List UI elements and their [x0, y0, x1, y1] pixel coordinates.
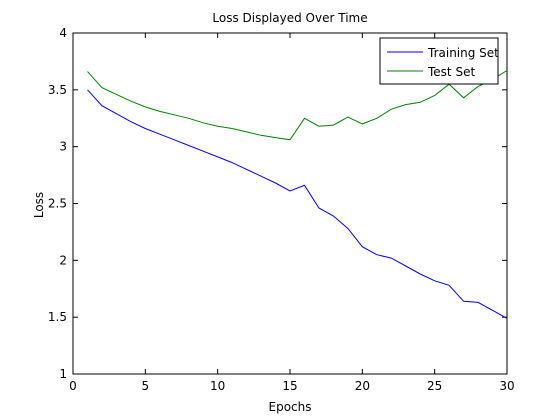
legend-label-training-set: Training Set [427, 46, 499, 60]
series-line-test-set [87, 70, 508, 141]
x-tick-label: 25 [427, 379, 442, 393]
x-tick-label: 30 [499, 379, 514, 393]
chart-title: Loss Displayed Over Time [212, 11, 367, 25]
x-tick-label: 15 [282, 379, 297, 393]
x-tick-label: 0 [69, 379, 77, 393]
series-line-training-set [87, 89, 508, 319]
legend-box [379, 37, 499, 85]
y-tick-label: 1 [59, 367, 67, 381]
y-tick-label: 1.5 [48, 310, 67, 324]
x-tick-label: 5 [142, 379, 150, 393]
legend: Training Set Test Set [379, 37, 499, 85]
y-axis: 1 1.5 2 2.5 3 3.5 4 [48, 26, 507, 381]
y-tick-label: 3 [59, 140, 67, 154]
x-tick-label: 20 [355, 379, 370, 393]
x-axis: 0 5 10 15 20 25 30 [69, 33, 515, 393]
y-tick-label: 2.5 [48, 197, 67, 211]
series-layer [87, 70, 508, 319]
plot-frame [72, 32, 508, 375]
y-tick-label: 4 [59, 26, 67, 40]
y-axis-label: Loss [32, 192, 46, 218]
x-tick-label: 10 [210, 379, 225, 393]
legend-label-test-set: Test Set [427, 65, 475, 79]
plot-area: 0 5 10 15 20 25 30 1 1.5 2 2.5 3 3.5 4 [48, 26, 515, 393]
y-tick-label: 3.5 [48, 83, 67, 97]
y-tick-label: 2 [59, 253, 67, 267]
x-axis-label: Epochs [269, 400, 312, 414]
